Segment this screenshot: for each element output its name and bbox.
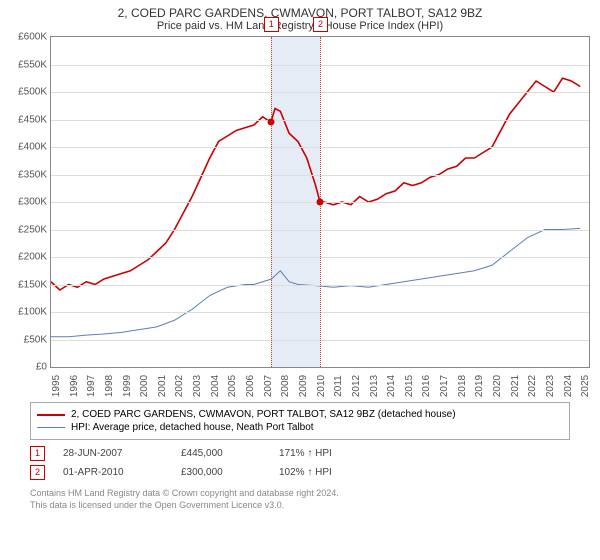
footer-attribution: Contains HM Land Registry data © Crown c… (30, 488, 570, 511)
x-tick-label: 2005 (227, 375, 238, 397)
y-tick-label: £300K (3, 197, 47, 208)
x-tick-label: 2014 (386, 375, 397, 397)
x-tick-label: 2025 (580, 375, 591, 397)
sale-marker-box: 2 (313, 17, 328, 32)
x-tick-label: 2019 (474, 375, 485, 397)
x-tick-label: 2018 (457, 375, 468, 397)
y-tick-label: £400K (3, 142, 47, 153)
y-tick-label: £250K (3, 224, 47, 235)
y-tick-label: £200K (3, 252, 47, 263)
x-tick-label: 2020 (492, 375, 503, 397)
legend-label: 2, COED PARC GARDENS, CWMAVON, PORT TALB… (71, 409, 456, 420)
x-tick-label: 2006 (245, 375, 256, 397)
y-tick-label: £150K (3, 279, 47, 290)
x-tick-label: 1996 (69, 375, 80, 397)
x-tick-label: 2015 (404, 375, 415, 397)
chart-plot-area: £0£50K£100K£150K£200K£250K£300K£350K£400… (50, 36, 590, 368)
sale-vline (271, 37, 272, 367)
y-tick-label: £50K (3, 334, 47, 345)
x-tick-label: 2008 (280, 375, 291, 397)
legend-label: HPI: Average price, detached house, Neat… (71, 422, 314, 433)
x-tick-label: 2012 (351, 375, 362, 397)
sale-hpi: 102% ↑ HPI (279, 467, 332, 478)
sale-date: 01-APR-2010 (63, 467, 163, 478)
sale-date: 28-JUN-2007 (63, 448, 163, 459)
sale-row: 2 01-APR-2010 £300,000 102% ↑ HPI (30, 465, 570, 480)
y-tick-label: £600K (3, 32, 47, 43)
x-tick-label: 2024 (563, 375, 574, 397)
sale-price: £445,000 (181, 448, 261, 459)
x-tick-label: 1999 (122, 375, 133, 397)
y-tick-label: £0 (3, 362, 47, 373)
x-tick-label: 1995 (51, 375, 62, 397)
x-tick-label: 2003 (192, 375, 203, 397)
legend-swatch (37, 414, 65, 416)
sale-marker-inline: 2 (30, 465, 45, 480)
x-tick-label: 2009 (298, 375, 309, 397)
x-tick-label: 2022 (527, 375, 538, 397)
sale-price: £300,000 (181, 467, 261, 478)
sale-hpi: 171% ↑ HPI (279, 448, 332, 459)
chart-subtitle: Price paid vs. HM Land Registry's House … (0, 20, 600, 32)
legend-box: 2, COED PARC GARDENS, CWMAVON, PORT TALB… (30, 402, 570, 440)
x-tick-label: 2017 (439, 375, 450, 397)
y-tick-label: £450K (3, 114, 47, 125)
footer-line-2: This data is licensed under the Open Gov… (30, 500, 570, 512)
y-tick-label: £100K (3, 307, 47, 318)
legend-swatch (37, 427, 65, 428)
legend-item: 2, COED PARC GARDENS, CWMAVON, PORT TALB… (37, 409, 563, 420)
sale-point (267, 119, 274, 126)
sale-point (317, 199, 324, 206)
x-tick-label: 2021 (510, 375, 521, 397)
x-tick-label: 2016 (421, 375, 432, 397)
x-tick-label: 2001 (157, 375, 168, 397)
legend-item: HPI: Average price, detached house, Neat… (37, 422, 563, 433)
x-tick-label: 1997 (86, 375, 97, 397)
footer-line-1: Contains HM Land Registry data © Crown c… (30, 488, 570, 500)
x-tick-label: 2023 (545, 375, 556, 397)
x-tick-label: 2013 (369, 375, 380, 397)
sale-marker-box: 1 (264, 17, 279, 32)
x-tick-label: 1998 (104, 375, 115, 397)
x-tick-label: 2002 (174, 375, 185, 397)
sale-marker-inline: 1 (30, 446, 45, 461)
y-tick-label: £550K (3, 59, 47, 70)
y-tick-label: £350K (3, 169, 47, 180)
x-tick-label: 2010 (316, 375, 327, 397)
x-tick-label: 2000 (139, 375, 150, 397)
sale-row: 1 28-JUN-2007 £445,000 171% ↑ HPI (30, 446, 570, 461)
series-line (51, 228, 580, 336)
x-tick-label: 2011 (333, 375, 344, 397)
chart-title: 2, COED PARC GARDENS, CWMAVON, PORT TALB… (0, 0, 600, 20)
sales-list: 1 28-JUN-2007 £445,000 171% ↑ HPI 2 01-APR-20… (30, 446, 570, 480)
x-tick-label: 2004 (210, 375, 221, 397)
y-tick-label: £500K (3, 87, 47, 98)
x-tick-label: 2007 (263, 375, 274, 397)
